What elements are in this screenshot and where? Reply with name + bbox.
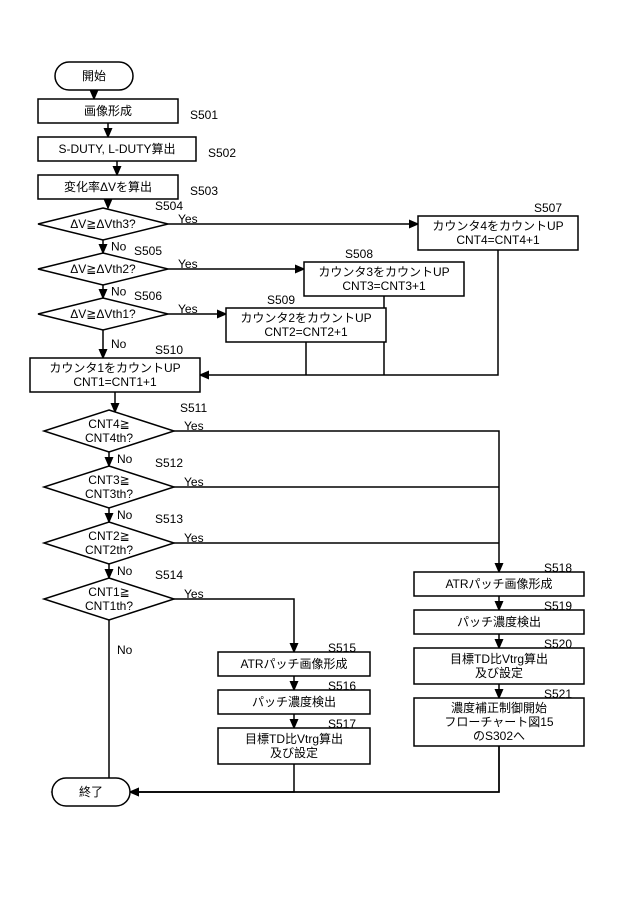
svg-text:終了: 終了 (79, 784, 103, 799)
svg-text:S507: S507 (534, 201, 562, 215)
svg-text:CNT2=CNT2+1: CNT2=CNT2+1 (264, 325, 348, 339)
svg-text:CNT4≧: CNT4≧ (88, 417, 129, 431)
svg-text:CNT4=CNT4+1: CNT4=CNT4+1 (456, 233, 540, 247)
svg-text:S512: S512 (155, 456, 183, 470)
svg-text:S502: S502 (208, 146, 236, 160)
svg-text:パッチ濃度検出: パッチ濃度検出 (457, 614, 541, 629)
svg-text:目標TD比Vtrg算出: 目標TD比Vtrg算出 (245, 731, 343, 746)
svg-text:CNT3≧: CNT3≧ (88, 473, 129, 487)
svg-text:Yes: Yes (184, 587, 204, 601)
svg-text:CNT1th?: CNT1th? (85, 599, 133, 613)
svg-text:No: No (111, 240, 127, 254)
svg-text:カウンタ4をカウントUP: カウンタ4をカウントUP (432, 219, 563, 233)
svg-text:Yes: Yes (184, 531, 204, 545)
svg-text:S506: S506 (134, 289, 162, 303)
svg-text:S515: S515 (328, 641, 356, 655)
svg-text:No: No (117, 643, 133, 657)
svg-text:S521: S521 (544, 687, 572, 701)
svg-text:パッチ濃度検出: パッチ濃度検出 (252, 694, 336, 709)
svg-text:CNT1≧: CNT1≧ (88, 585, 129, 599)
svg-text:S-DUTY, L-DUTY算出: S-DUTY, L-DUTY算出 (58, 141, 175, 156)
svg-text:S510: S510 (155, 343, 183, 357)
svg-text:Yes: Yes (184, 475, 204, 489)
svg-text:S519: S519 (544, 599, 572, 613)
svg-text:ATRパッチ画像形成: ATRパッチ画像形成 (240, 657, 347, 671)
svg-text:S509: S509 (267, 293, 295, 307)
svg-text:及び設定: 及び設定 (475, 665, 523, 680)
svg-text:S517: S517 (328, 717, 356, 731)
flowchart-canvas: No No No No No No No Yes Yes Yes Yes Yes Yes Yes 開始画像… (0, 0, 622, 906)
svg-text:S518: S518 (544, 561, 572, 575)
svg-text:CNT2th?: CNT2th? (85, 543, 133, 557)
svg-text:No: No (111, 337, 127, 351)
svg-text:ΔV≧ΔVth3?: ΔV≧ΔVth3? (70, 217, 136, 231)
svg-text:No: No (111, 285, 127, 299)
svg-text:CNT3=CNT3+1: CNT3=CNT3+1 (342, 279, 426, 293)
svg-text:CNT3th?: CNT3th? (85, 487, 133, 501)
svg-text:カウンタ2をカウントUP: カウンタ2をカウントUP (240, 311, 371, 325)
svg-text:S514: S514 (155, 568, 183, 582)
svg-text:カウンタ1をカウントUP: カウンタ1をカウントUP (49, 361, 180, 375)
svg-text:CNT1=CNT1+1: CNT1=CNT1+1 (73, 375, 157, 389)
svg-text:S516: S516 (328, 679, 356, 693)
svg-text:目標TD比Vtrg算出: 目標TD比Vtrg算出 (450, 651, 548, 666)
svg-text:S504: S504 (155, 199, 183, 213)
svg-text:No: No (117, 508, 133, 522)
svg-text:Yes: Yes (178, 212, 198, 226)
svg-text:No: No (117, 452, 133, 466)
svg-text:S508: S508 (345, 247, 373, 261)
svg-text:変化率ΔVを算出: 変化率ΔVを算出 (64, 179, 152, 194)
svg-text:カウンタ3をカウントUP: カウンタ3をカウントUP (318, 265, 449, 279)
svg-text:Yes: Yes (184, 419, 204, 433)
svg-text:S520: S520 (544, 637, 572, 651)
svg-text:及び設定: 及び設定 (270, 745, 318, 760)
svg-text:開始: 開始 (82, 69, 106, 83)
svg-text:Yes: Yes (178, 302, 198, 316)
svg-text:CNT2≧: CNT2≧ (88, 529, 129, 543)
svg-text:濃度補正制御開始: 濃度補正制御開始 (451, 700, 547, 715)
svg-text:ATRパッチ画像形成: ATRパッチ画像形成 (445, 577, 552, 591)
svg-text:のS302へ: のS302へ (473, 729, 525, 743)
svg-text:ΔV≧ΔVth2?: ΔV≧ΔVth2? (70, 262, 136, 276)
svg-text:S503: S503 (190, 184, 218, 198)
svg-text:S511: S511 (180, 401, 207, 415)
svg-text:画像形成: 画像形成 (84, 104, 132, 118)
svg-text:CNT4th?: CNT4th? (85, 431, 133, 445)
svg-text:S513: S513 (155, 512, 183, 526)
svg-text:ΔV≧ΔVth1?: ΔV≧ΔVth1? (70, 307, 136, 321)
svg-text:S501: S501 (190, 108, 218, 122)
svg-text:No: No (117, 564, 133, 578)
svg-text:フローチャート図15: フローチャート図15 (444, 715, 554, 729)
svg-text:S505: S505 (134, 244, 162, 258)
svg-text:Yes: Yes (178, 257, 198, 271)
